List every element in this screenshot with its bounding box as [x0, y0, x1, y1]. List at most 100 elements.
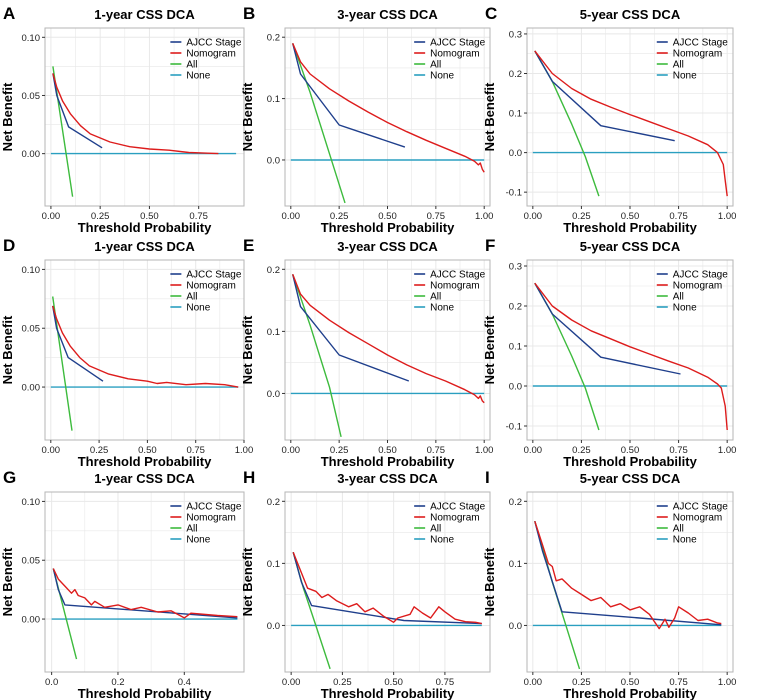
- panel-title: 3-year CSS DCA: [337, 471, 438, 486]
- panel-title: 1-year CSS DCA: [94, 239, 195, 254]
- series-group: [532, 50, 728, 197]
- y-tick-label: 0.3: [509, 262, 522, 273]
- legend-label-nomogram: Nomogram: [186, 49, 235, 60]
- legend-label-nomogram: Nomogram: [673, 281, 722, 292]
- x-tick-label: 0.25: [91, 211, 110, 222]
- x-axis-label: Threshold Probability: [78, 686, 212, 700]
- panel-title: 3-year CSS DCA: [337, 239, 438, 254]
- series-group: [291, 551, 482, 670]
- series-line-ajcc: [534, 50, 675, 142]
- x-axis-label: Threshold Probability: [78, 220, 212, 235]
- plot-frame: [44, 259, 245, 441]
- x-tick-label: 0.25: [572, 445, 591, 456]
- x-tick-label: 0.25: [333, 677, 352, 688]
- x-tick-label: 0.00: [524, 445, 543, 456]
- legend-label-nomogram: Nomogram: [430, 281, 479, 292]
- series-line-nomogram: [292, 274, 485, 404]
- series-group: [290, 274, 485, 438]
- series-group: [50, 296, 239, 431]
- series-line-ajcc: [52, 568, 238, 619]
- y-tick-label: 0.2: [267, 497, 280, 508]
- legend-label-nomogram: Nomogram: [430, 513, 479, 524]
- legend-label-none: None: [430, 535, 454, 546]
- x-tick-label: 0.75: [669, 211, 688, 222]
- series-group: [532, 282, 728, 431]
- y-tick-label: 0.05: [22, 556, 41, 567]
- legend-label-ajcc: AJCC Stage: [673, 270, 728, 281]
- series-line-nomogram: [292, 43, 485, 173]
- panel-letter: D: [3, 236, 15, 255]
- y-axis-label: Net Benefit: [0, 547, 15, 616]
- x-tick-label: 0.50: [378, 211, 397, 222]
- x-tick-label: 0.75: [669, 445, 688, 456]
- y-tick-label: 0.1: [267, 94, 280, 105]
- panel-letter: H: [243, 468, 255, 487]
- x-tick-label: 0.25: [572, 677, 591, 688]
- y-tick-label: 0.00: [22, 615, 41, 626]
- x-axis-label: Threshold Probability: [563, 454, 697, 469]
- y-tick-label: 0.2: [509, 497, 522, 508]
- legend-label-all: All: [430, 60, 441, 71]
- x-tick-label: 0.50: [621, 211, 640, 222]
- y-tick-label: -0.1: [506, 188, 522, 199]
- plot-frame: [284, 491, 491, 673]
- panel-letter: I: [485, 468, 490, 487]
- series-line-ajcc: [52, 73, 103, 149]
- legend-label-none: None: [430, 71, 454, 82]
- x-axis-label: Threshold Probability: [321, 220, 455, 235]
- y-tick-label: 0.2: [267, 33, 280, 44]
- x-tick-label: 0.4: [178, 677, 191, 688]
- y-tick-label: 0.00: [22, 149, 41, 160]
- x-tick-label: 0.25: [330, 445, 349, 456]
- panel-title: 5-year CSS DCA: [580, 7, 681, 22]
- panel-letter: A: [3, 4, 15, 23]
- legend-label-nomogram: Nomogram: [186, 513, 235, 524]
- x-tick-label: 1.00: [475, 211, 494, 222]
- x-tick-label: 0.50: [140, 211, 159, 222]
- legend-label-all: All: [673, 292, 684, 303]
- series-line-nomogram: [534, 520, 722, 630]
- y-tick-label: 0.2: [509, 69, 522, 80]
- legend-label-none: None: [186, 71, 210, 82]
- x-axis-label: Threshold Probability: [563, 686, 697, 700]
- legend-label-none: None: [430, 303, 454, 314]
- legend-label-ajcc: AJCC Stage: [186, 502, 241, 513]
- y-tick-label: -0.1: [506, 422, 522, 433]
- y-axis-label: Net Benefit: [240, 82, 255, 151]
- panel-g: G 1-year CSS DCA 0.0 0.2 0.4 0.00 0.05 0.10 Thre…: [0, 468, 245, 700]
- panel-f: F 5-year CSS DCA 0.00 0.25 0.50 0.75 1.00 -0.1 0…: [482, 236, 736, 469]
- x-tick-label: 0.00: [42, 445, 61, 456]
- series-line-ajcc: [292, 43, 406, 148]
- legend-label-none: None: [186, 535, 210, 546]
- legend-label-all: All: [186, 60, 197, 71]
- legend-label-ajcc: AJCC Stage: [673, 38, 728, 49]
- y-axis-label: Net Benefit: [482, 82, 497, 151]
- x-tick-label: 0.50: [621, 445, 640, 456]
- x-tick-label: 0.50: [378, 445, 397, 456]
- y-tick-label: 0.0: [267, 155, 280, 166]
- legend-label-all: All: [186, 292, 197, 303]
- y-tick-label: 0.05: [22, 324, 41, 335]
- panel-letter: F: [485, 236, 495, 255]
- series-group: [532, 520, 722, 670]
- x-tick-label: 0.75: [669, 677, 688, 688]
- x-axis-label: Threshold Probability: [563, 220, 697, 235]
- x-tick-label: 0.50: [621, 677, 640, 688]
- panel-letter: E: [243, 236, 254, 255]
- y-tick-label: 0.10: [22, 33, 41, 44]
- panel-title: 1-year CSS DCA: [94, 471, 195, 486]
- gridlines: [45, 28, 244, 206]
- y-tick-label: 0.05: [22, 91, 41, 102]
- x-tick-label: 0.25: [330, 211, 349, 222]
- x-tick-label: 1.00: [718, 445, 737, 456]
- x-tick-label: 0.00: [42, 211, 61, 222]
- x-tick-label: 0.00: [282, 445, 301, 456]
- y-tick-label: 0.1: [509, 109, 522, 120]
- legend-label-none: None: [673, 535, 697, 546]
- series-line-ajcc: [534, 282, 681, 375]
- x-tick-label: 0.00: [282, 211, 301, 222]
